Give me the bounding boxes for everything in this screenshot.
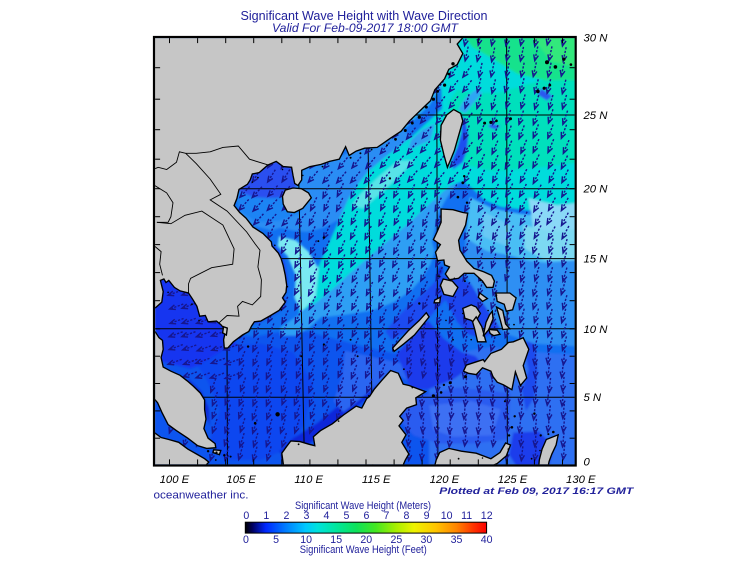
svg-text:Significant Wave Height (Meter: Significant Wave Height (Meters): [295, 500, 431, 512]
svg-text:15: 15: [330, 534, 342, 546]
svg-text:40: 40: [481, 534, 493, 546]
svg-text:Plotted at Feb 09, 2017 16:17: Plotted at Feb 09, 2017 16:17 GMT: [439, 486, 635, 496]
svg-text:120 E: 120 E: [430, 474, 460, 486]
svg-text:4: 4: [323, 510, 329, 522]
svg-text:1: 1: [263, 510, 269, 522]
svg-text:9: 9: [424, 510, 430, 522]
svg-text:3: 3: [303, 510, 309, 522]
svg-text:6: 6: [364, 510, 370, 522]
svg-text:25 N: 25 N: [583, 110, 609, 122]
svg-text:0: 0: [243, 510, 249, 522]
svg-text:115 E: 115 E: [362, 474, 391, 486]
svg-text:30 N: 30 N: [584, 33, 609, 45]
svg-text:25: 25: [391, 534, 403, 546]
svg-text:20: 20: [360, 534, 372, 546]
svg-text:2: 2: [283, 510, 289, 522]
svg-text:Significant Wave Height with W: Significant Wave Height with Wave Direct…: [241, 8, 488, 23]
svg-text:125 E: 125 E: [498, 474, 528, 486]
svg-text:110 E: 110 E: [294, 474, 323, 486]
svg-text:8: 8: [404, 510, 410, 522]
svg-text:7: 7: [384, 510, 390, 522]
svg-text:10 N: 10 N: [584, 324, 609, 336]
svg-text:15 N: 15 N: [584, 254, 609, 266]
svg-text:130 E: 130 E: [566, 474, 596, 486]
svg-text:100 E: 100 E: [160, 474, 190, 486]
svg-text:10: 10: [441, 510, 453, 522]
svg-text:10: 10: [300, 534, 312, 546]
svg-text:0: 0: [243, 534, 249, 546]
svg-text:oceanweather inc.: oceanweather inc.: [154, 490, 249, 502]
svg-text:0: 0: [584, 457, 591, 469]
svg-text:11: 11: [461, 510, 472, 522]
svg-text:5 N: 5 N: [584, 392, 602, 404]
svg-text:5: 5: [273, 534, 279, 546]
svg-text:105 E: 105 E: [226, 474, 256, 486]
svg-text:35: 35: [451, 534, 463, 546]
svg-text:Valid For Feb-09-2017 18:00 GM: Valid For Feb-09-2017 18:00 GMT: [272, 21, 459, 35]
svg-text:30: 30: [421, 534, 433, 546]
svg-text:5: 5: [344, 510, 350, 522]
svg-text:12: 12: [481, 510, 493, 522]
svg-text:Significant Wave Height (Feet): Significant Wave Height (Feet): [300, 544, 427, 556]
svg-text:20 N: 20 N: [583, 184, 609, 196]
